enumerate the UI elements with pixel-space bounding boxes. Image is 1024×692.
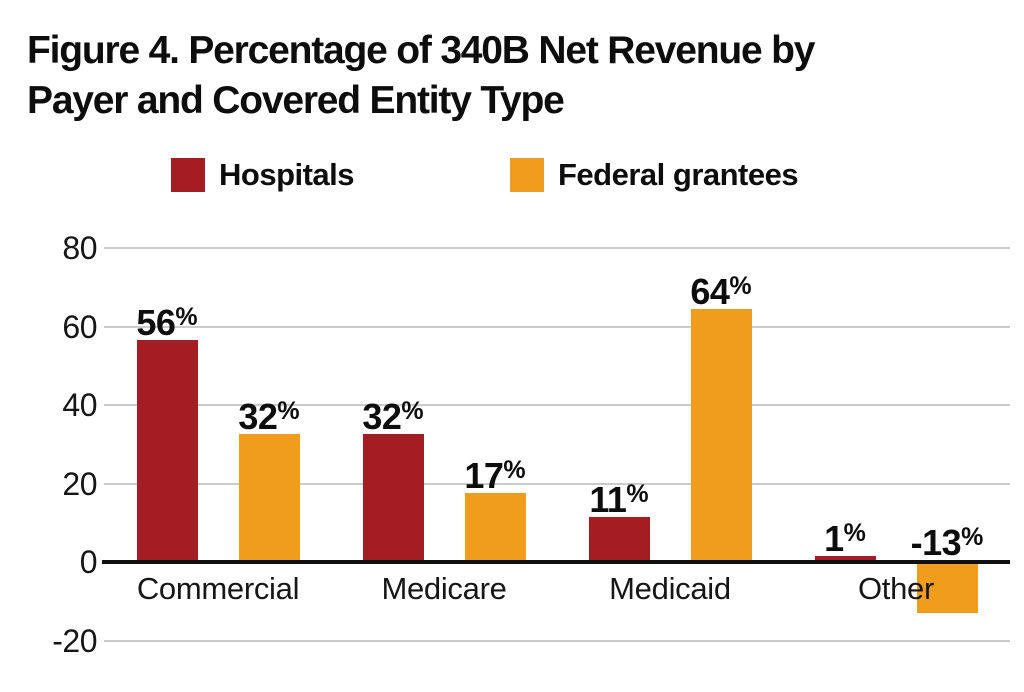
figure-title: Figure 4. Percentage of 340B Net Revenue…	[27, 29, 815, 122]
legend-label-hospitals: Hospitals	[219, 157, 355, 192]
y-tick-label--20: -20	[52, 622, 97, 659]
value-label-hospitals-other: 1%	[824, 518, 866, 560]
bar-federal-grantees-medicare	[465, 493, 526, 562]
bar-federal-grantees-commercial	[239, 434, 300, 562]
category-label-medicare: Medicare	[381, 571, 507, 606]
bar-federal-grantees-other	[917, 562, 978, 614]
zero-axis-line	[102, 560, 1010, 564]
bar-hospitals-medicare	[363, 434, 424, 562]
gridline-80	[104, 247, 1010, 249]
value-label-federal-grantees-medicare: 17%	[464, 455, 526, 497]
legend-item-hospitals: Hospitals	[171, 156, 355, 194]
y-tick-label-0: 0	[79, 544, 98, 580]
value-label-federal-grantees-commercial: 32%	[238, 396, 300, 438]
gridline--20	[104, 639, 1010, 642]
gridline-20	[104, 482, 1010, 485]
federal-grantees-swatch-icon	[510, 158, 544, 192]
gridline-40	[104, 404, 1010, 406]
value-label-hospitals-medicaid: 11%	[589, 478, 649, 520]
value-label-federal-grantees-other: -13%	[910, 522, 984, 563]
value-label-federal-grantees-medicaid: 64%	[690, 270, 752, 312]
y-tick-label-60: 60	[62, 308, 97, 345]
bar-federal-grantees-medicaid	[691, 308, 752, 562]
gridline-60	[104, 325, 1010, 328]
y-tick-label-20: 20	[62, 465, 97, 502]
hospitals-swatch-icon	[171, 158, 205, 192]
legend: Hospitals Federal grantees	[0, 156, 1024, 196]
bar-hospitals-other	[815, 556, 876, 562]
category-label-medicaid: Medicaid	[609, 571, 731, 606]
legend-item-federal-grantees: Federal grantees	[510, 156, 799, 194]
value-label-hospitals-commercial: 56%	[136, 302, 198, 344]
category-label-commercial: Commercial	[136, 571, 300, 606]
category-label-other: Other	[857, 571, 935, 606]
legend-label-federal-grantees: Federal grantees	[558, 157, 799, 192]
value-label-hospitals-medicare: 32%	[362, 396, 424, 438]
bar-hospitals-commercial	[137, 340, 198, 562]
y-tick-label-40: 40	[62, 387, 97, 423]
bar-hospitals-medicaid	[589, 516, 650, 562]
y-tick-label-80: 80	[62, 230, 97, 266]
